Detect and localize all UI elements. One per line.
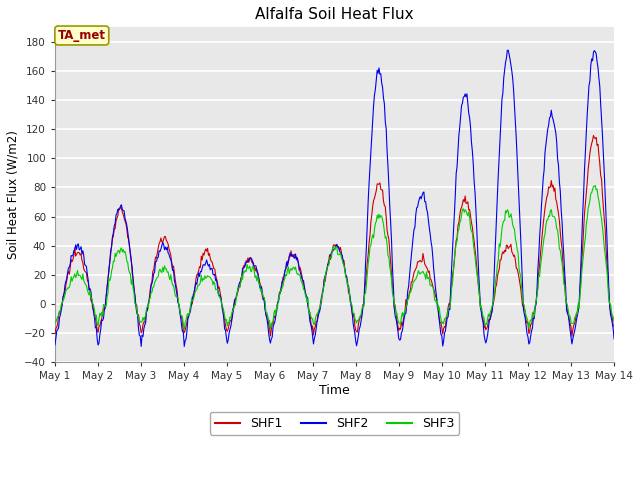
SHF3: [611, 319, 618, 324]
SHF3: [276, 288, 284, 294]
X-axis label: Time: Time: [319, 384, 350, 397]
SHF2: [81, 262, 88, 267]
SHF3: [81, 280, 88, 286]
SHF1: [51, 331, 59, 336]
SHF2: [180, 344, 188, 349]
SHF3: [322, 269, 330, 275]
SHF1: [276, 289, 284, 295]
SHF3: [226, 314, 234, 320]
Title: Alfalfa Soil Heat Flux: Alfalfa Soil Heat Flux: [255, 7, 414, 22]
SHF2: [51, 342, 59, 348]
SHF3: [180, 327, 188, 333]
SHF3: [580, 250, 588, 255]
Line: SHF2: SHF2: [55, 50, 614, 347]
SHF3: [591, 183, 599, 189]
SHF2: [580, 167, 588, 172]
SHF2: [276, 288, 284, 294]
SHF3: [51, 320, 59, 325]
Line: SHF1: SHF1: [55, 135, 614, 336]
SHF1: [589, 132, 597, 138]
Y-axis label: Soil Heat Flux (W/m2): Soil Heat Flux (W/m2): [7, 130, 20, 259]
Legend: SHF1, SHF2, SHF3: SHF1, SHF2, SHF3: [210, 412, 460, 435]
SHF1: [225, 322, 233, 327]
SHF1: [81, 268, 88, 274]
SHF2: [504, 48, 512, 53]
SHF2: [322, 270, 330, 276]
SHF1: [580, 226, 588, 232]
Line: SHF3: SHF3: [55, 186, 614, 330]
Text: TA_met: TA_met: [58, 29, 106, 42]
SHF1: [611, 324, 618, 329]
SHF1: [321, 279, 329, 285]
SHF1: [248, 259, 255, 264]
SHF3: [248, 264, 256, 269]
SHF2: [248, 258, 256, 264]
SHF2: [611, 336, 618, 342]
SHF2: [226, 326, 234, 332]
SHF1: [568, 334, 576, 339]
